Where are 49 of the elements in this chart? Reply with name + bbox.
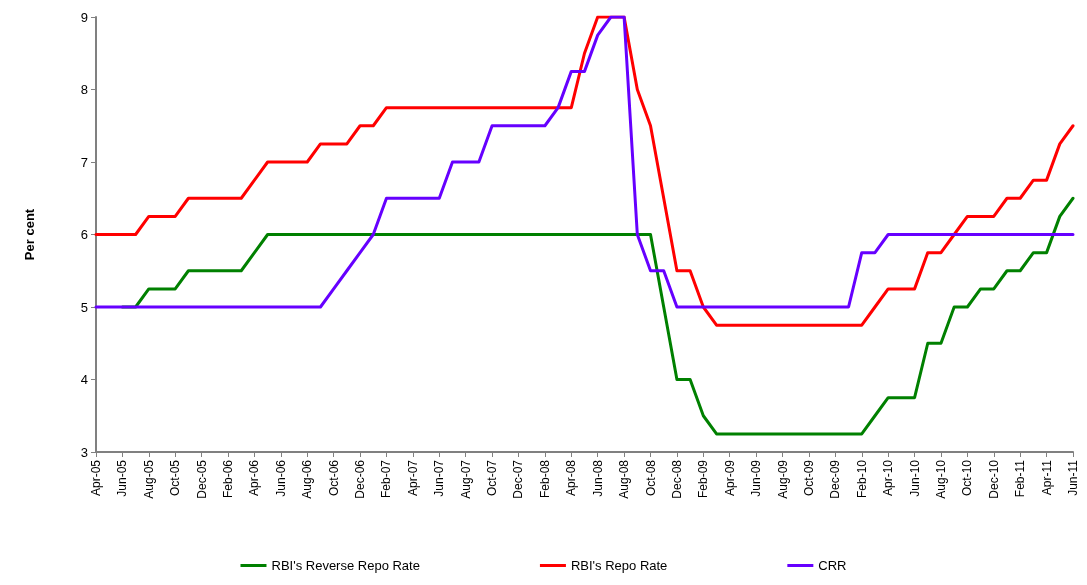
x-tick-label: Dec-06 bbox=[353, 459, 368, 499]
y-tick-label: 3 bbox=[80, 444, 88, 460]
legend-label: CRR bbox=[818, 558, 847, 573]
x-tick-label: Feb-09 bbox=[696, 459, 711, 499]
x-tick-label: Apr-07 bbox=[405, 459, 420, 497]
x-tick-label: Jun-05 bbox=[115, 459, 130, 497]
x-tick-label: Feb-08 bbox=[537, 459, 552, 499]
x-tick-label: Dec-09 bbox=[828, 459, 843, 499]
x-tick-label: Aug-10 bbox=[933, 459, 948, 499]
x-tick-label: Dec-07 bbox=[511, 459, 526, 499]
x-tick-label: Aug-05 bbox=[141, 459, 156, 499]
x-tick-label: Apr-06 bbox=[247, 459, 262, 497]
y-tick-label: 6 bbox=[80, 227, 88, 242]
x-tick-label: Dec-10 bbox=[986, 459, 1001, 499]
x-tick-label: Apr-11 bbox=[1039, 459, 1054, 496]
x-tick-label: Feb-07 bbox=[379, 459, 394, 499]
x-tick-label: Aug-09 bbox=[775, 459, 790, 499]
y-tick-label: 5 bbox=[80, 299, 88, 315]
x-tick-label: Apr-09 bbox=[722, 459, 737, 497]
x-tick-label: Dec-05 bbox=[194, 459, 209, 499]
y-tick-label: 8 bbox=[80, 82, 88, 97]
y-axis-title: Per cent bbox=[22, 208, 37, 261]
x-tick-label: Oct-09 bbox=[801, 459, 816, 497]
x-tick-label: Oct-08 bbox=[643, 459, 658, 497]
x-tick-label: Feb-06 bbox=[221, 459, 236, 499]
x-tick-label: Jun-08 bbox=[590, 459, 605, 497]
x-tick-label: Apr-05 bbox=[89, 459, 103, 497]
x-tick-label: Jun-10 bbox=[907, 459, 922, 497]
y-tick-label: 7 bbox=[80, 154, 88, 170]
x-tick-label: Oct-06 bbox=[326, 459, 341, 497]
x-tick-label: Apr-10 bbox=[881, 459, 896, 497]
y-tick-label: 9 bbox=[80, 9, 88, 25]
x-tick-label: Feb-10 bbox=[854, 459, 869, 499]
legend-label: RBI's Repo Rate bbox=[570, 558, 668, 573]
legend-label: RBI's Reverse Repo Rate bbox=[271, 558, 420, 573]
x-tick-label: Aug-08 bbox=[617, 459, 632, 499]
x-tick-label: Jun-06 bbox=[273, 459, 288, 497]
x-tick-label: Oct-05 bbox=[168, 459, 183, 497]
y-tick-label: 4 bbox=[80, 372, 88, 387]
x-tick-label: Feb-11 bbox=[1013, 459, 1028, 498]
x-tick-label: Oct-07 bbox=[485, 459, 500, 497]
x-tick-label: Jun-09 bbox=[749, 459, 764, 497]
x-tick-label: Oct-10 bbox=[960, 459, 975, 497]
x-tick-label: Jun-07 bbox=[432, 459, 447, 497]
x-tick-label: Aug-07 bbox=[458, 459, 473, 499]
x-tick-label: Aug-06 bbox=[300, 459, 315, 499]
x-tick-label: Apr-08 bbox=[564, 459, 579, 497]
x-tick-label: Jun-11 bbox=[1066, 459, 1080, 496]
x-tick-label: Dec-08 bbox=[669, 459, 684, 499]
